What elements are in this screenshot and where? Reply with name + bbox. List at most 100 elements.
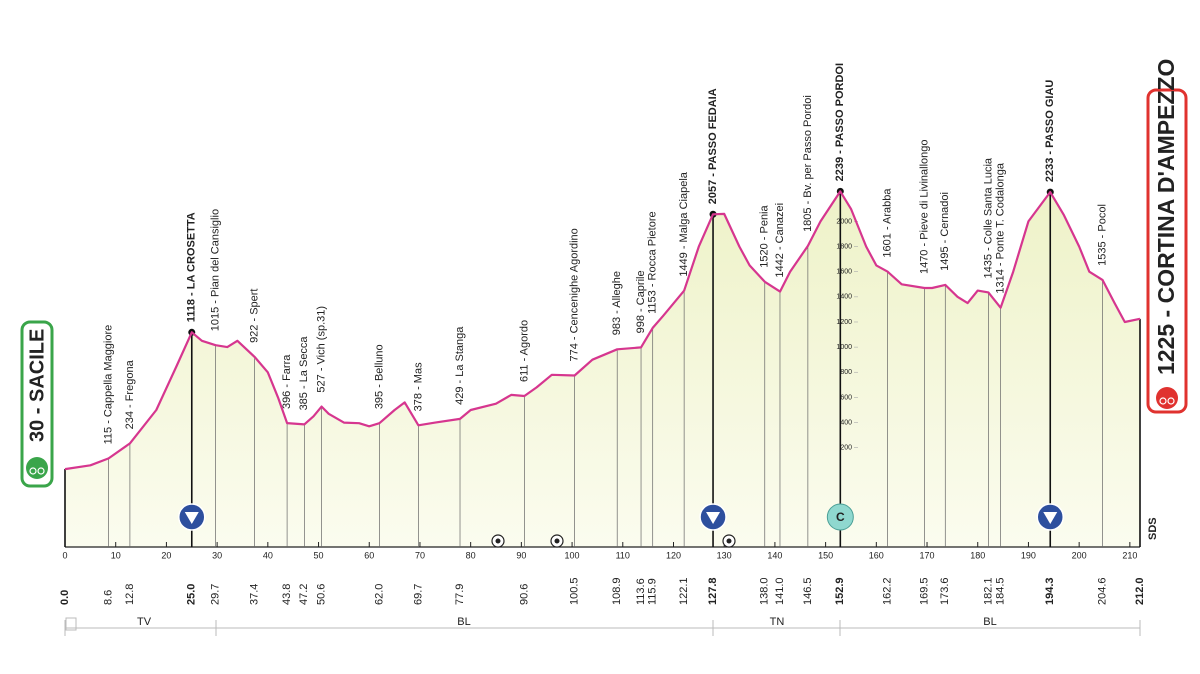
waypoint-km: 62.0	[373, 584, 385, 605]
y-tick-label: 400	[840, 419, 852, 426]
x-tick-label: 50	[314, 550, 324, 560]
finish-box	[1146, 88, 1188, 414]
waypoint-label: 429 - La Stanga	[454, 326, 466, 405]
y-tick-label: 600	[840, 394, 852, 401]
x-tick-label: 80	[466, 550, 476, 560]
waypoint-km: 100.5	[569, 577, 581, 605]
waypoint-km: 122.1	[678, 577, 690, 605]
waypoint-label: 527 - Vich (sp.31)	[315, 306, 327, 393]
logo: SDS	[1147, 517, 1159, 540]
waypoint-km: 69.7	[412, 584, 424, 605]
waypoint-km: 50.6	[315, 584, 327, 605]
waypoint-label: 611 - Agordo	[518, 320, 530, 382]
x-tick-label: 120	[666, 550, 681, 560]
waypoint-km: 29.7	[210, 584, 222, 605]
waypoint-label: 1314 - Ponte T. Codalonga	[994, 162, 1006, 294]
waypoint-label: 2239 - PASSO PORDOI	[834, 63, 846, 181]
waypoint-km: 212.0	[1134, 577, 1146, 605]
waypoint-label: 1520 - Penia	[759, 204, 771, 267]
cima-coppi-icon	[826, 503, 854, 531]
waypoint-km: 138.0	[759, 577, 771, 605]
waypoint-km: 173.6	[939, 577, 951, 605]
waypoint-label: 1601 - Arabba	[881, 188, 893, 258]
bike-wheel	[29, 467, 37, 475]
x-tick-label: 110	[616, 550, 630, 560]
region-label: TN	[770, 616, 785, 628]
waypoint-label: 1442 - Canazei	[774, 203, 786, 278]
start-box	[20, 320, 54, 488]
start-icon	[26, 457, 48, 479]
start-label: 30 - SACILE	[26, 329, 48, 442]
waypoint-label: 395 - Belluno	[373, 344, 385, 409]
waypoint-km: 25.0	[186, 584, 198, 605]
waypoint-km: 141.0	[774, 577, 786, 605]
waypoint-km: 182.1	[982, 577, 994, 605]
waypoint-km: 204.6	[1096, 577, 1108, 605]
x-tick-label: 160	[869, 550, 884, 560]
x-tick-label: 180	[970, 550, 985, 560]
profile-line	[64, 190, 1141, 471]
region-label: BL	[983, 616, 996, 628]
x-tick-label: 150	[818, 550, 833, 560]
waypoint-label: 1495 - Cernadoi	[939, 192, 951, 271]
waypoint-km: 43.8	[281, 584, 293, 605]
top-layer: 115 - Cappella Maggiore 234 - Fregona 1118…	[64, 63, 1141, 531]
waypoint-km: 127.8	[707, 577, 719, 605]
sprint-icon	[491, 534, 505, 548]
x-tick-label: 70	[415, 550, 425, 560]
waypoint-km: 77.9	[454, 584, 466, 605]
x-tick-label: 200	[1072, 550, 1087, 560]
waypoint-km: 37.4	[249, 584, 261, 605]
x-tick-label: 130	[717, 550, 732, 560]
x-tick-label: 140	[767, 550, 782, 560]
waypoint-label: 234 - Fregona	[124, 359, 136, 429]
x-tick-label: 100	[565, 550, 580, 560]
waypoint-km: 184.5	[994, 577, 1006, 605]
x-tick-label: 170	[920, 550, 935, 560]
x-tick-label: 40	[263, 550, 273, 560]
waypoint-label: 922 - Spert	[249, 289, 261, 343]
waypoint-km: 194.3	[1044, 577, 1056, 605]
bike-wheel	[1167, 397, 1175, 405]
climb-icon-arrow	[706, 512, 721, 524]
y-tick-label: 1000	[836, 344, 852, 351]
waypoint-label: 1449 - Malga Ciapela	[678, 171, 690, 276]
x-tick-label: 10	[111, 550, 121, 560]
waypoint-label: 396 - Farra	[281, 354, 293, 409]
waypoint-label: 1470 - Pieve di Livinallongo	[918, 140, 930, 275]
waypoint-km: 113.6	[635, 578, 647, 605]
finish-icon	[1156, 387, 1178, 409]
waypoint-km: 12.8	[124, 584, 136, 605]
waypoint-label: 385 - La Secca	[298, 336, 310, 411]
finish-label: 1225 - CORTINA D'AMPEZZO	[1153, 59, 1179, 375]
x-tick-label: 20	[161, 550, 171, 560]
waypoint-km: 108.9	[611, 577, 623, 605]
x-tick-label: 90	[516, 550, 526, 560]
waypoint-km: 152.9	[834, 577, 846, 605]
area-layer: 200 400 600 800 1000 1200 1400 1600 1800 2000	[65, 191, 1140, 547]
waypoint-km: 90.6	[518, 584, 530, 605]
waypoint-label: 2233 - PASSO GIAU	[1044, 80, 1056, 183]
x-tick-label: 30	[212, 550, 222, 560]
waypoint-label: 1118 - LA CROSETTA	[186, 212, 198, 322]
waypoint-km: 146.5	[802, 577, 814, 605]
waypoint-km: 47.2	[298, 584, 310, 605]
bike-wheel	[37, 467, 45, 475]
waypoint-km: 0.0	[59, 590, 71, 605]
lines-layer: 0 10 20 30 40 50 60 70 80 90 100 110 120 130 140 150 160…	[59, 191, 1146, 605]
y-tick-label: 1600	[836, 269, 852, 276]
waypoint-label: 1435 - Colle Santa Lucia	[982, 157, 994, 278]
y-tick-label: 1400	[836, 294, 852, 301]
waypoint-label: 983 - Alleghe	[611, 271, 623, 335]
x-tick-label: 60	[364, 550, 374, 560]
sprint-icon	[722, 534, 736, 548]
y-tick-label: 1800	[836, 243, 852, 250]
waypoint-km: 169.5	[918, 577, 930, 605]
sprint-icon	[550, 534, 564, 548]
x-tick-label: 210	[1122, 550, 1137, 560]
waypoint-label: 378 - Mas	[412, 362, 424, 411]
y-tick-label: 800	[840, 369, 852, 376]
region-label: TV	[137, 616, 152, 628]
